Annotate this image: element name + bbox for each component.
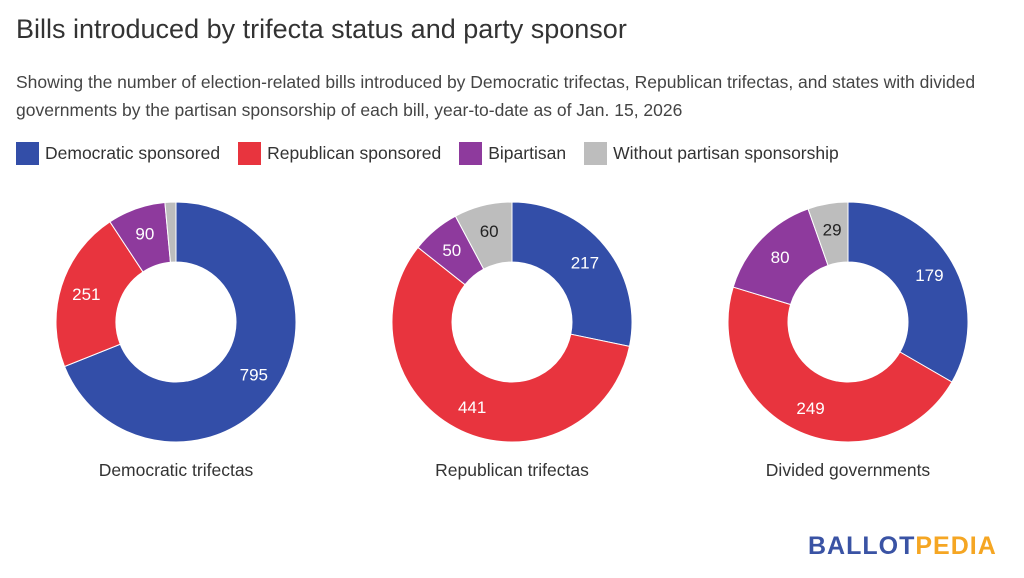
logo-part-pedia: PEDIA [915, 532, 997, 560]
donut-caption: Democratic trifectas [99, 460, 254, 480]
donut-republican-trifectas: 217 441 50 60 Republican trifectas [391, 201, 633, 480]
slice-republican [727, 286, 953, 443]
legend-item-democratic: Democratic sponsored [16, 142, 220, 165]
legend-swatch-republican [238, 142, 262, 165]
slice-value-label: 50 [442, 241, 461, 260]
logo-part-ballot: BALLOT [808, 532, 916, 560]
slice-democratic [63, 201, 297, 443]
slice-democratic [847, 201, 969, 383]
donut-divided-governments: 179 249 80 29 Divided governments [727, 201, 969, 480]
slice-value-label: 249 [796, 399, 824, 418]
slice-value-label: 217 [571, 254, 599, 273]
slice-value-label: 90 [135, 224, 154, 243]
legend-label: Without partisan sponsorship [613, 143, 839, 163]
slice-none [807, 201, 849, 267]
slice-republican [391, 246, 631, 443]
legend-swatch-none [584, 142, 608, 165]
legend-label: Bipartisan [488, 143, 567, 163]
slice-republican [55, 221, 144, 368]
slice-democratic [511, 201, 633, 347]
donut-caption: Republican trifectas [435, 460, 589, 480]
slice-value-label: 60 [480, 222, 499, 241]
legend-swatch-bipartisan [459, 142, 483, 165]
donut-caption: Divided governments [766, 460, 931, 480]
slice-none [454, 201, 513, 270]
legend-item-republican: Republican sponsored [238, 142, 441, 165]
chart-subtitle: Showing the number of election-related b… [16, 72, 976, 120]
donut-democratic-trifectas: 795 251 90 Democratic trifectas [55, 201, 297, 480]
slice-value-label: 795 [240, 366, 268, 385]
slice-none [164, 201, 177, 263]
legend-label: Republican sponsored [267, 143, 442, 163]
slice-value-label: 251 [72, 285, 100, 304]
slice-value-label: 441 [458, 398, 486, 417]
legend-label: Democratic sponsored [45, 143, 221, 163]
ballotpedia-logo: BALLOTPEDIA [808, 532, 997, 561]
legend-item-none: Without partisan sponsorship [584, 142, 839, 165]
legend-swatch-democratic [16, 142, 39, 165]
legend: Democratic sponsored Republican sponsore… [16, 142, 857, 165]
legend-item-bipartisan: Bipartisan [459, 142, 566, 165]
slice-value-label: 179 [915, 266, 943, 285]
slice-value-label: 29 [823, 220, 842, 239]
slice-value-label: 80 [771, 248, 790, 267]
chart-title: Bills introduced by trifecta status and … [16, 14, 627, 44]
